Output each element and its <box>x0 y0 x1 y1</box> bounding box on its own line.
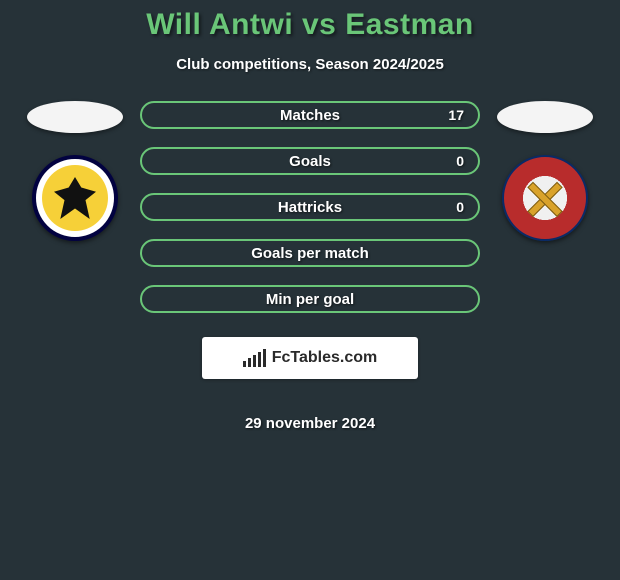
right-player-column <box>490 101 600 241</box>
dagenham-redbridge-crest <box>502 155 588 241</box>
stat-right-value: 0 <box>456 199 464 215</box>
subtitle: Club competitions, Season 2024/2025 <box>0 56 620 73</box>
comparison-container: Matches 17 Goals 0 Hattricks 0 Goals per… <box>0 101 620 432</box>
watermark-badge: FcTables.com <box>202 337 418 379</box>
afc-wimbledon-crest <box>32 155 118 241</box>
page-title: Will Antwi vs Eastman <box>0 0 620 42</box>
stat-row-goals-per-match: Goals per match <box>140 239 480 267</box>
stat-row-goals: Goals 0 <box>140 147 480 175</box>
stat-row-min-per-goal: Min per goal <box>140 285 480 313</box>
stat-row-matches: Matches 17 <box>140 101 480 129</box>
stat-label: Min per goal <box>266 291 354 308</box>
stat-row-hattricks: Hattricks 0 <box>140 193 480 221</box>
stat-label: Goals <box>289 153 331 170</box>
stat-label: Hattricks <box>278 199 342 216</box>
stat-label: Matches <box>280 107 340 124</box>
stat-right-value: 17 <box>448 107 464 123</box>
hammers-icon <box>517 170 574 227</box>
right-flag <box>497 101 593 133</box>
left-flag <box>27 101 123 133</box>
bars-icon <box>243 349 266 367</box>
stats-column: Matches 17 Goals 0 Hattricks 0 Goals per… <box>130 101 490 432</box>
stat-label: Goals per match <box>251 245 369 262</box>
left-player-column <box>20 101 130 241</box>
stat-right-value: 0 <box>456 153 464 169</box>
eagle-icon <box>54 177 96 219</box>
date-label: 29 november 2024 <box>245 415 375 432</box>
watermark-text: FcTables.com <box>272 349 378 367</box>
